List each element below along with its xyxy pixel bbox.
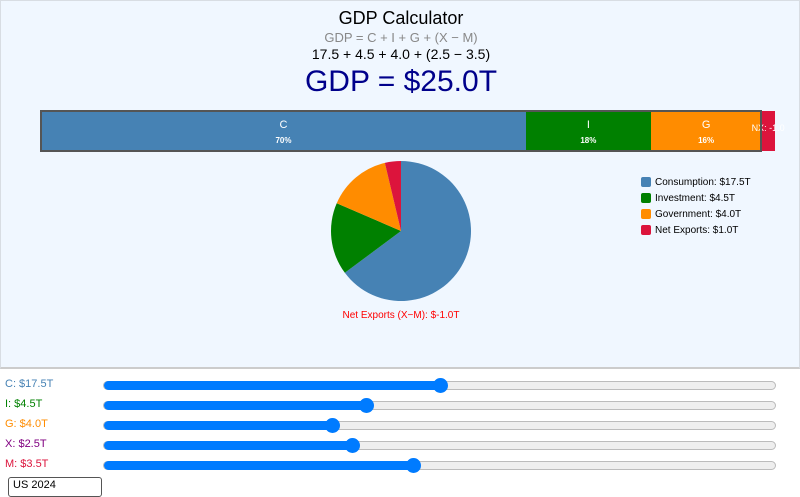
pie-slice-0 [344, 161, 471, 301]
legend-swatch [641, 193, 651, 203]
pie-slice-1 [331, 203, 401, 273]
calculation: 17.5 + 4.5 + 4.0 + (2.5 − 3.5) [311, 46, 491, 62]
slider-row: M: $3.5T [5, 454, 780, 474]
bar-segment-percent: 70% [275, 136, 292, 145]
legend-label: Investment: $4.5T [655, 192, 736, 204]
value-slider[interactable] [103, 458, 776, 473]
value-slider[interactable] [103, 398, 776, 413]
slider-label: I: $4.5T [5, 398, 43, 410]
legend-swatch [641, 177, 651, 187]
legend-item: Government: $4.0T [641, 206, 751, 222]
bar-segment-percent: 16% [698, 136, 715, 145]
value-slider[interactable] [103, 438, 776, 453]
page-title: GDP Calculator [338, 8, 464, 28]
legend-item: Consumption: $17.5T [641, 174, 751, 190]
slider-thumb[interactable] [432, 378, 448, 393]
pie-slice-3 [384, 161, 401, 231]
bar-segment-0: C 70% [41, 111, 526, 151]
legend-item: Investment: $4.5T [641, 190, 751, 206]
net-exports-note: Net Exports (X−M): $-1.0T [342, 310, 460, 321]
bar-segment-3: NX: -1.0 [752, 111, 785, 151]
legend-label: Government: $4.0T [655, 208, 742, 220]
bar-segment-label: NX: -1.0 [751, 123, 785, 133]
formula: GDP = C + I + G + (X − M) [324, 30, 478, 45]
legend-swatch [641, 209, 651, 219]
slider-label: X: $2.5T [5, 438, 47, 450]
gdp-pie-chart [331, 161, 471, 301]
bar-segment-2: G 16% [650, 111, 762, 151]
slider-thumb[interactable] [405, 458, 421, 473]
bar-segment-label: I [586, 119, 590, 131]
slider-label: M: $3.5T [5, 458, 49, 470]
slider-row: C: $17.5T [5, 374, 780, 394]
visualization-panel: GDP Calculator GDP = C + I + G + (X − M)… [0, 0, 800, 369]
slider-thumb[interactable] [325, 418, 341, 433]
preset-select[interactable]: US 2024 [8, 477, 102, 497]
legend: Consumption: $17.5T Investment: $4.5T Gove… [641, 174, 751, 238]
bar-segment-label: C [279, 119, 288, 131]
legend-label: Net Exports: $1.0T [655, 224, 739, 236]
slider-label: G: $4.0T [5, 418, 48, 430]
value-slider[interactable] [103, 378, 776, 393]
gdp-stacked-bar: C 70% I 18% G 16% NX: -1.0 [40, 110, 785, 152]
slider-thumb[interactable] [358, 398, 374, 413]
slider-row: I: $4.5T [5, 394, 780, 414]
value-slider[interactable] [103, 418, 776, 433]
legend-swatch [641, 225, 651, 235]
gdp-total: GDP = $25.0T [304, 65, 498, 98]
slider-row: X: $2.5T [5, 434, 780, 454]
pie-slice-2 [336, 162, 401, 231]
bar-segment-1: I 18% [526, 111, 651, 151]
slider-thumb[interactable] [345, 438, 361, 453]
slider-label: C: $17.5T [5, 378, 54, 390]
slider-row: G: $4.0T [5, 414, 780, 434]
legend-label: Consumption: $17.5T [655, 176, 751, 188]
legend-item: Net Exports: $1.0T [641, 222, 751, 238]
bar-segment-label: G [701, 119, 711, 131]
bar-segment-percent: 18% [580, 136, 597, 145]
